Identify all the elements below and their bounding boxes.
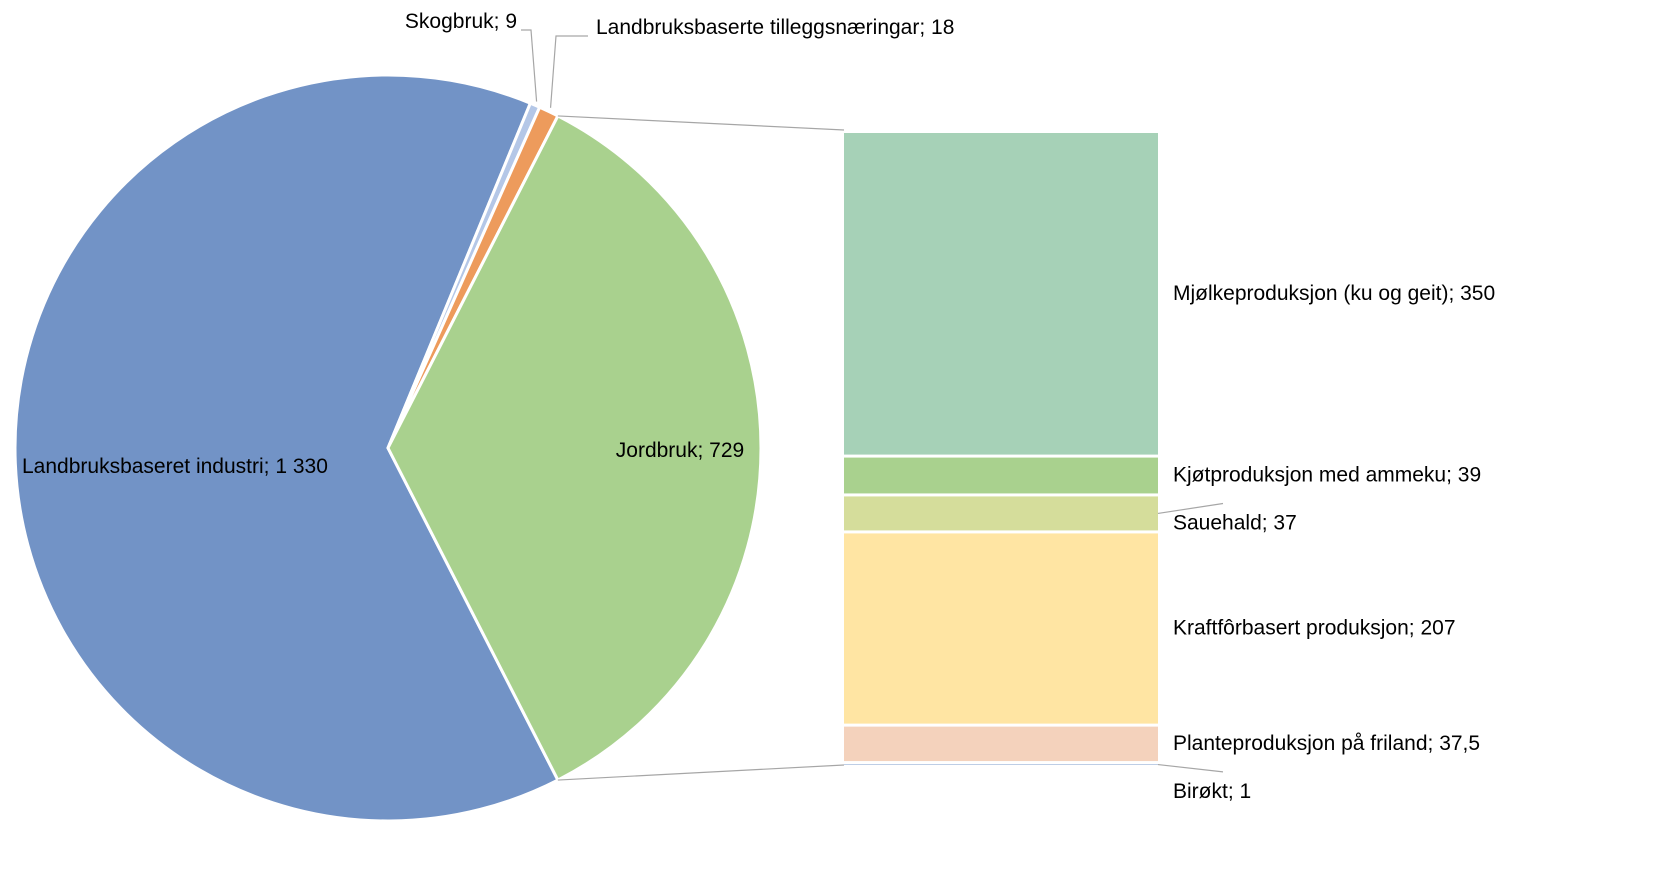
bar-segment bbox=[844, 457, 1158, 494]
leader-line bbox=[1157, 502, 1224, 515]
label-part: Landbruksbaseret industri bbox=[22, 455, 264, 478]
bar-segment bbox=[844, 133, 1158, 455]
pie-slice bbox=[386, 113, 763, 783]
label-part: 39 bbox=[1458, 463, 1481, 486]
data-label: Kjøtproduksjon med ammeku; 39 bbox=[1173, 463, 1481, 486]
data-label: Skogbruk; 9 bbox=[405, 10, 517, 33]
leader-line bbox=[1157, 763, 1224, 773]
label-separator: ; bbox=[1448, 281, 1460, 304]
label-separator: ; bbox=[697, 439, 709, 462]
data-label: Kraftfôrbasert produksjon; 207 bbox=[1173, 616, 1456, 639]
label-separator: ; bbox=[494, 10, 506, 33]
leader-line bbox=[549, 35, 588, 108]
bar-segment bbox=[844, 726, 1158, 762]
label-part: Jordbruk bbox=[616, 439, 698, 462]
connector-line bbox=[557, 115, 845, 131]
bar-segment bbox=[844, 533, 1158, 724]
data-label: Birøkt; 1 bbox=[1173, 779, 1251, 802]
label-separator: ; bbox=[1428, 731, 1440, 754]
pie-slice bbox=[13, 73, 560, 823]
label-part: 207 bbox=[1420, 616, 1455, 639]
label-part: Landbruksbaserte tilleggsnæringar bbox=[596, 16, 919, 39]
label-separator: ; bbox=[264, 455, 276, 478]
label-part: Kraftfôrbasert produksjon bbox=[1173, 616, 1409, 639]
label-separator: ; bbox=[1446, 463, 1458, 486]
label-part: Sauehald bbox=[1173, 511, 1262, 534]
connector-line bbox=[557, 764, 845, 781]
data-label: Planteproduksjon på friland; 37,5 bbox=[1173, 731, 1480, 754]
data-label: Landbruksbaserte tilleggsnæringar; 18 bbox=[596, 16, 954, 39]
label-part: 1 330 bbox=[275, 455, 328, 478]
label-separator: ; bbox=[919, 16, 931, 39]
label-part: Birøkt bbox=[1173, 779, 1228, 802]
leader-line bbox=[521, 29, 538, 102]
label-part: 37,5 bbox=[1439, 731, 1480, 754]
bar-segment bbox=[844, 496, 1158, 531]
data-label: Mjølkeproduksjon (ku og geit); 350 bbox=[1173, 281, 1495, 304]
label-separator: ; bbox=[1228, 779, 1240, 802]
label-separator: ; bbox=[1409, 616, 1421, 639]
label-part: 37 bbox=[1273, 511, 1296, 534]
data-label: Landbruksbaseret industri; 1 330 bbox=[22, 455, 328, 478]
label-part: Skogbruk bbox=[405, 10, 494, 33]
label-part: 350 bbox=[1460, 281, 1495, 304]
label-part: Kjøtproduksjon med ammeku bbox=[1173, 463, 1446, 486]
label-separator: ; bbox=[1262, 511, 1274, 534]
data-label: Jordbruk; 729 bbox=[616, 439, 744, 462]
data-label: Sauehald; 37 bbox=[1173, 511, 1297, 534]
label-part: Planteproduksjon på friland bbox=[1173, 731, 1428, 754]
label-part: 9 bbox=[505, 10, 517, 33]
bar-segment bbox=[844, 764, 1158, 765]
label-part: Mjølkeproduksjon (ku og geit) bbox=[1173, 281, 1448, 304]
label-part: 18 bbox=[931, 16, 954, 39]
label-part: 729 bbox=[709, 439, 744, 462]
label-part: 1 bbox=[1240, 779, 1252, 802]
